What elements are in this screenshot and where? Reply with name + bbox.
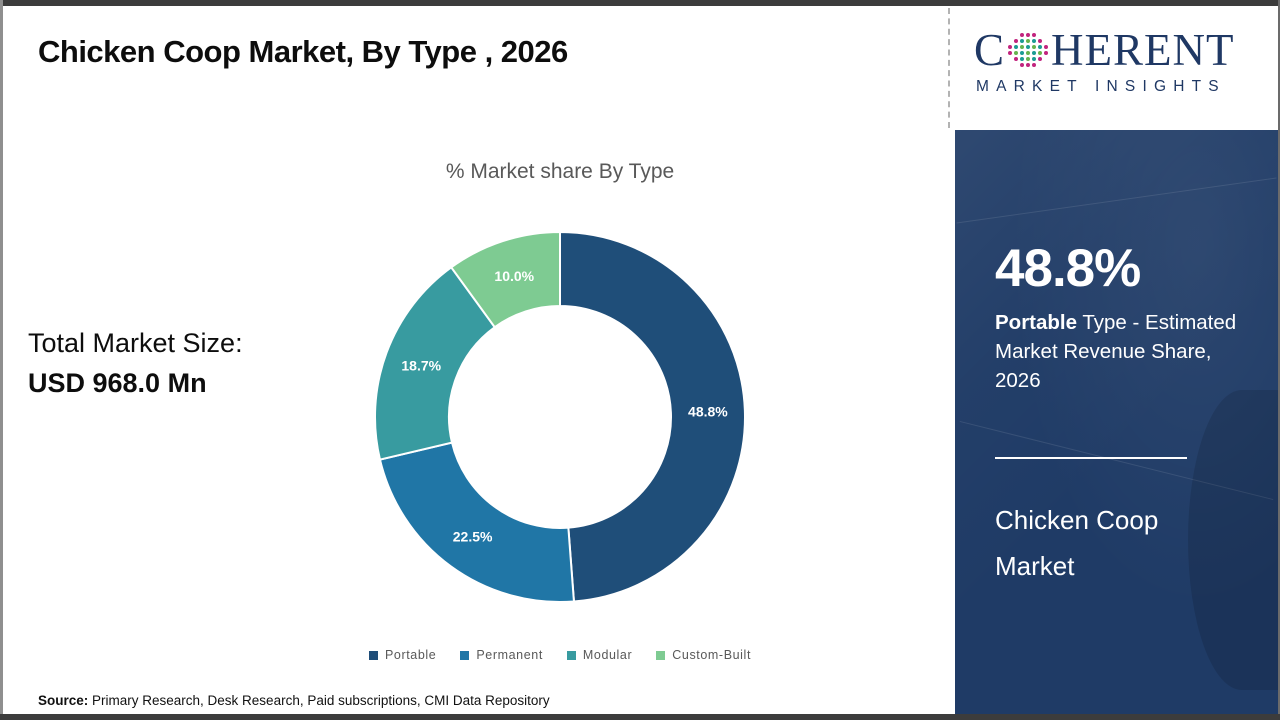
stat-desc-rest: Type - Estimated Market Revenue Share, 2…: [995, 311, 1237, 393]
donut-slice-portable: [559, 230, 746, 603]
legend-label: Modular: [582, 648, 633, 662]
dotted-globe-icon: [1008, 33, 1049, 67]
legend-swatch: [368, 650, 378, 660]
right-border: [1278, 0, 1280, 720]
map-texture-shape: [1188, 390, 1278, 690]
total-market-value: USD 968.0 Mn: [28, 368, 207, 398]
logo-tagline: MARKET INSIGHTS: [976, 78, 1226, 95]
top-border: [0, 0, 1280, 6]
sidebar-report-title: Chicken Coop Market: [995, 505, 1159, 581]
slice-data-label: 10.0%: [494, 268, 534, 284]
slice-data-label: 48.8%: [688, 403, 728, 419]
logo-wordmark: C HERENT: [974, 24, 1262, 76]
legend-item-custom-built: Custom-Built: [656, 648, 751, 662]
legend-item-portable: Portable: [368, 648, 437, 662]
dashed-separator: [948, 8, 950, 128]
donut-chart: 48.8% 22.5% 18.7% 10.0%: [350, 207, 770, 627]
source-text: Primary Research, Desk Research, Paid su…: [88, 693, 550, 708]
map-texture-line: [956, 177, 1277, 224]
total-market-block: Total Market Size: USD 968.0 Mn: [28, 328, 243, 399]
legend-swatch: [460, 650, 470, 660]
highlight-stat-value: 48.8%: [995, 239, 1141, 298]
sidebar-divider: [995, 457, 1187, 459]
left-border: [0, 0, 3, 720]
legend-item-modular: Modular: [566, 648, 633, 662]
slice-data-label: 18.7%: [401, 358, 441, 374]
donut-slice-custom-built: [449, 230, 561, 329]
slice-data-label: 22.5%: [453, 528, 493, 544]
legend-swatch: [656, 650, 666, 660]
chart-title: % Market share By Type: [445, 160, 675, 183]
source-label: Source:: [38, 693, 89, 708]
donut-slice-modular: [374, 265, 497, 461]
brand-logo: C HERENT MARKET INSIGHTS: [956, 6, 1278, 130]
bottom-border: [0, 714, 1280, 720]
legend-item-permanent: Permanent: [460, 648, 543, 662]
legend-label: Custom-Built: [672, 648, 752, 662]
legend-swatch: [566, 650, 576, 660]
stat-segment-name: Portable: [995, 311, 1078, 334]
sidebar: 48.8% Portable Type - Estimated Market R…: [955, 130, 1278, 714]
logo-suffix: HERENT: [1051, 25, 1235, 75]
highlight-stat-description: Portable Type - Estimated Market Revenue…: [995, 308, 1257, 395]
chart-legend: Portable Permanent Modular Custom-Built: [160, 648, 960, 662]
legend-label: Permanent: [476, 648, 543, 662]
source-line: Source: Primary Research, Desk Research,…: [38, 693, 550, 708]
total-market-label: Total Market Size:: [28, 328, 243, 358]
page-title: Chicken Coop Market, By Type , 2026: [38, 34, 568, 69]
logo-prefix: C: [974, 25, 1006, 75]
donut-svg: 48.8% 22.5% 18.7% 10.0%: [374, 230, 746, 603]
legend-label: Portable: [384, 648, 437, 662]
donut-slice-permanent: [378, 441, 576, 603]
